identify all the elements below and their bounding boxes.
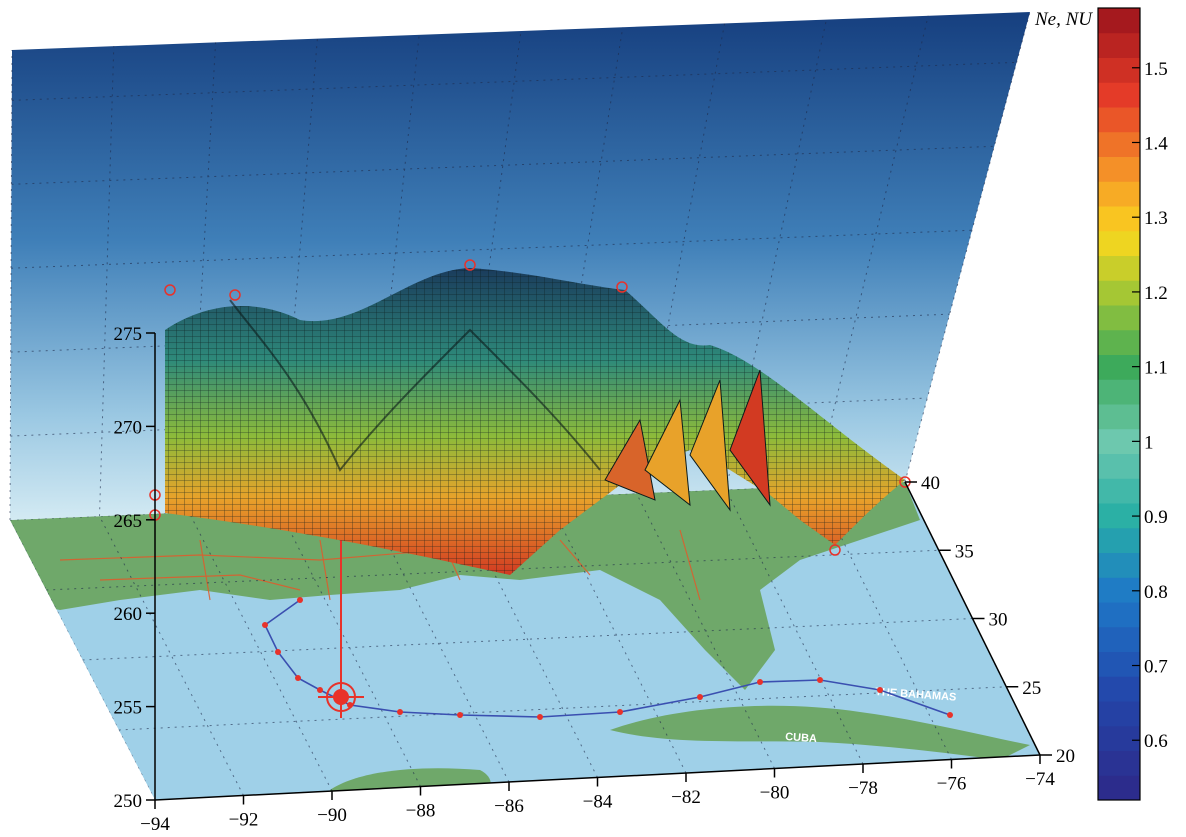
track-point — [697, 694, 703, 700]
track-point — [757, 679, 763, 685]
x-tick-label: −92 — [229, 810, 259, 831]
colorbar-swatch — [1098, 602, 1140, 628]
colorbar-tick-label: 1.3 — [1144, 208, 1168, 229]
z-tick-label: 275 — [114, 324, 143, 345]
colorbar-swatch — [1098, 577, 1140, 603]
y-tick-label: 40 — [921, 473, 940, 494]
x-tick-label: −88 — [406, 801, 436, 822]
track-point — [457, 712, 463, 718]
surface-ridge — [229, 299, 601, 472]
colorbar-tick-label: 1.4 — [1144, 133, 1168, 154]
colorbar-swatch — [1098, 527, 1140, 553]
x-tick-label: −82 — [671, 787, 701, 808]
track-point — [317, 687, 323, 693]
colorbar-swatch — [1098, 181, 1140, 207]
colorbar-swatch — [1098, 206, 1140, 232]
target-marker — [318, 540, 364, 718]
colorbar-swatch — [1098, 156, 1140, 182]
colorbar-ticks: 0.6 0.7 0.8 0.9 1 1.1 1.2 1.3 1.4 1.5 — [1132, 59, 1168, 752]
colorbar-swatch — [1098, 775, 1140, 801]
colorbar-swatch — [1098, 676, 1140, 702]
x-tick-label: −84 — [583, 792, 613, 813]
colorbar-swatch — [1098, 626, 1140, 652]
colorbar-title: Ne, NU — [1034, 9, 1093, 30]
x-axis-ticks: −94 −92 −90 −88 −86 −84 −82 −80 −78 −76 −74 — [140, 755, 1055, 835]
y-tick-label: 20 — [1056, 746, 1075, 767]
track-point — [877, 687, 883, 693]
colorbar-swatch — [1098, 82, 1140, 108]
x-tick-label: −80 — [760, 783, 790, 804]
x-tick-label: −78 — [848, 778, 878, 799]
colorbar-swatch — [1098, 230, 1140, 256]
colorbar-tick-label: 1.1 — [1144, 358, 1168, 379]
track-point — [817, 677, 823, 683]
state-borders — [59, 529, 701, 601]
track-points — [262, 597, 953, 720]
x-tick-label: −76 — [937, 774, 967, 795]
colorbar-swatch — [1098, 701, 1140, 727]
z-tick-label: 270 — [114, 417, 143, 438]
colorbar-tick-label: 0.9 — [1144, 507, 1168, 528]
x-tick-label: −86 — [494, 796, 524, 817]
colorbar-swatch — [1098, 255, 1140, 281]
colorbar-tick-label: 0.7 — [1144, 657, 1168, 678]
map-text-labels: THE BAHAMAS CUBA — [785, 686, 957, 745]
colorbar-swatch — [1098, 305, 1140, 331]
surface-fins — [604, 369, 771, 512]
colorbar-swatch — [1098, 329, 1140, 355]
track-point — [397, 709, 403, 715]
colorbar-tick-label: 1 — [1144, 432, 1154, 453]
colorbar-tick-label: 1.5 — [1144, 59, 1168, 80]
colorbar-swatch — [1098, 379, 1140, 405]
colorbar-frame — [1097, 7, 1141, 801]
surface — [149, 259, 911, 575]
colorbar-swatch — [1098, 725, 1140, 751]
y-tick-label: 35 — [955, 541, 974, 562]
track-point — [295, 675, 301, 681]
colorbar-swatch — [1098, 478, 1140, 504]
colorbar-tick-label: 1.2 — [1144, 283, 1168, 304]
colorbar-tick-label: 0.6 — [1144, 731, 1168, 752]
colorbar-tick-label: 0.8 — [1144, 582, 1168, 603]
track-point — [297, 597, 303, 603]
colorbar-swatch — [1098, 8, 1140, 34]
y-axis-ticks: 20 25 30 35 40 — [905, 473, 1075, 767]
z-axis-ticks: 250 255 260 265 270 275 — [114, 324, 155, 812]
x-tick-label: −94 — [140, 814, 170, 835]
z-tick-label: 265 — [114, 511, 143, 532]
colorbar-swatch — [1098, 453, 1140, 479]
cuba-label: CUBA — [785, 731, 818, 745]
colorbar-swatch — [1098, 750, 1140, 776]
land-mass-cuba — [610, 705, 1030, 760]
y-tick-label: 30 — [989, 610, 1008, 631]
bahamas-label: THE BAHAMAS — [875, 686, 957, 704]
track-point — [617, 709, 623, 715]
x-tick-label: −90 — [317, 805, 347, 826]
z-tick-label: 255 — [114, 698, 143, 719]
colorbar-swatch — [1098, 552, 1140, 578]
colorbar-swatch — [1098, 107, 1140, 133]
colorbar-swatch — [1098, 32, 1140, 58]
x-tick-label: −74 — [1025, 769, 1055, 790]
track-point — [537, 714, 543, 720]
colorbar-swatch — [1098, 57, 1140, 83]
track-point — [947, 712, 953, 718]
z-tick-label: 250 — [114, 791, 143, 812]
land-mass-us — [10, 482, 920, 690]
y-tick-label: 25 — [1022, 678, 1041, 699]
colorbar-swatch — [1098, 404, 1140, 430]
colorbar: Ne, NU 0.6 0.7 0.8 0.9 1 1.1 1.2 1.3 1.4 1.5 — [1034, 7, 1168, 801]
colorbar-swatch — [1098, 280, 1140, 306]
colorbar-swatch — [1098, 651, 1140, 677]
colorbar-swatch — [1098, 131, 1140, 157]
track-point — [275, 649, 281, 655]
z-tick-label: 260 — [114, 604, 143, 625]
colorbar-swatches — [1098, 8, 1140, 801]
track-point — [262, 622, 268, 628]
